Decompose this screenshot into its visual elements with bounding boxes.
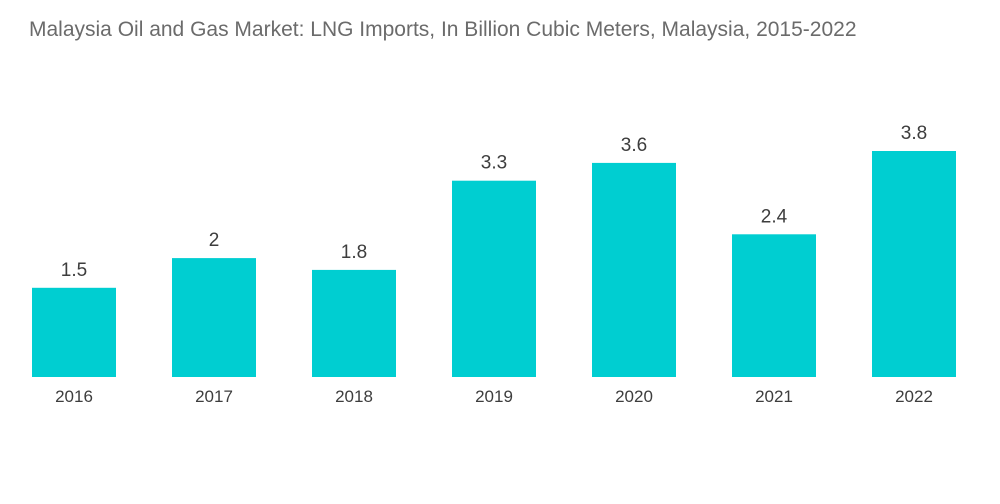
value-label-2020: 3.6 — [621, 135, 647, 156]
bar-2021 — [732, 234, 816, 377]
bar-2019 — [452, 180, 536, 377]
bar-2018 — [312, 269, 396, 377]
value-label-2017: 2 — [209, 230, 220, 251]
value-label-2022: 3.8 — [901, 123, 927, 144]
value-label-2016: 1.5 — [61, 260, 87, 281]
value-label-2018: 1.8 — [341, 242, 367, 263]
x-tick-label-2021: 2021 — [755, 387, 793, 406]
bars-layer — [32, 151, 956, 377]
x-tick-label-2017: 2017 — [195, 387, 233, 406]
value-label-2019: 3.3 — [481, 153, 507, 174]
x-tick-label-2016: 2016 — [55, 387, 93, 406]
x-axis-ticks-layer: 2016 2017 2018 2019 2020 2021 2022 — [55, 387, 933, 406]
bar-2020 — [592, 162, 676, 377]
x-tick-label-2018: 2018 — [335, 387, 373, 406]
x-tick-label-2020: 2020 — [615, 387, 653, 406]
value-labels-layer: 1.5 2 1.8 3.3 3.6 2.4 3.8 — [61, 123, 927, 281]
bar-2022 — [872, 151, 956, 377]
bar-2016 — [32, 287, 116, 377]
x-tick-label-2022: 2022 — [895, 387, 933, 406]
value-label-2021: 2.4 — [761, 206, 788, 227]
bar-2017 — [172, 258, 256, 377]
x-tick-label-2019: 2019 — [475, 387, 513, 406]
chart-title: Malaysia Oil and Gas Market: LNG Imports… — [29, 18, 857, 41]
